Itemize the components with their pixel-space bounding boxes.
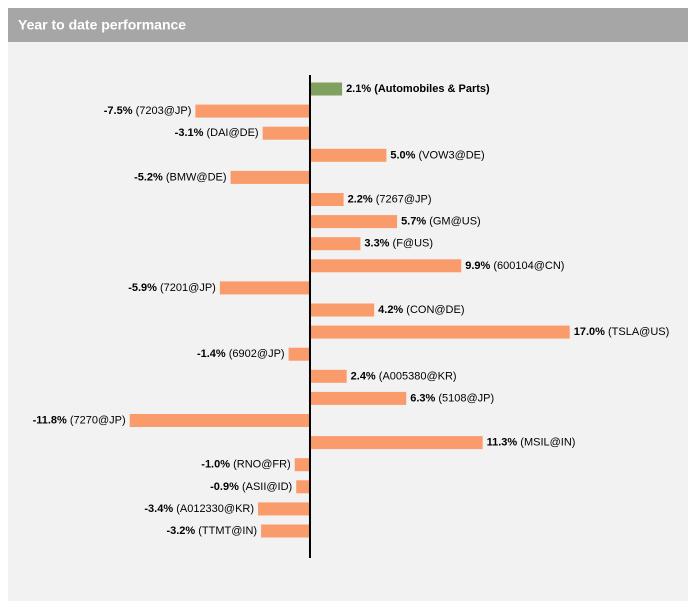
category-label: (DAI@DE) <box>206 127 258 139</box>
bar <box>309 303 375 317</box>
bar <box>296 480 310 494</box>
data-label: 3.3% (F@US) <box>364 238 433 250</box>
bar <box>309 215 398 229</box>
bar <box>309 391 407 405</box>
bar <box>309 259 462 273</box>
data-label: -5.9% (7201@JP) <box>128 282 216 294</box>
bar <box>294 458 310 472</box>
category-label: (6902@JP) <box>229 348 285 360</box>
value-label: -1.4% <box>197 348 226 360</box>
category-label: (TTMT@IN) <box>198 525 257 537</box>
value-label: 5.0% <box>390 149 415 161</box>
category-label: (VOW3@DE) <box>419 149 485 161</box>
category-label: (TSLA@US) <box>608 326 669 338</box>
value-label: 5.7% <box>401 216 426 228</box>
bar <box>230 170 310 184</box>
bar <box>309 82 343 96</box>
data-label: 5.7% (GM@US) <box>401 216 481 228</box>
data-label: 2.4% (A005380@KR) <box>351 370 457 382</box>
category-label: (7201@JP) <box>160 282 216 294</box>
value-label: -3.2% <box>166 525 195 537</box>
data-label: -0.9% (ASII@ID) <box>210 481 292 493</box>
data-label: -1.4% (6902@JP) <box>197 348 285 360</box>
value-label: 2.2% <box>348 193 373 205</box>
value-label: 17.0% <box>574 326 605 338</box>
bar <box>262 126 310 140</box>
category-label: (Automobiles & Parts) <box>374 83 490 95</box>
category-label: (MSIL@IN) <box>520 437 575 449</box>
category-label: (GM@US) <box>429 216 481 228</box>
bar <box>309 436 483 450</box>
bar <box>129 414 310 427</box>
category-label: (A005380@KR) <box>379 370 457 382</box>
category-label: (5108@JP) <box>438 392 494 404</box>
category-label: (7267@JP) <box>376 193 432 205</box>
value-label: -7.5% <box>104 105 133 117</box>
bar <box>309 237 361 251</box>
bar <box>258 502 310 516</box>
value-label: 9.9% <box>465 260 490 272</box>
value-label: -1.0% <box>201 459 230 471</box>
data-label: 11.3% (MSIL@IN) <box>487 437 576 449</box>
value-label: 2.4% <box>351 370 376 382</box>
header <box>8 8 688 42</box>
bar <box>261 524 310 538</box>
data-label: -3.1% (DAI@DE) <box>175 127 259 139</box>
value-label: -5.9% <box>128 282 157 294</box>
category-label: (600104@CN) <box>493 260 564 272</box>
category-label: (A012330@KR) <box>176 503 254 515</box>
chart-title: Year to date performance <box>18 17 186 33</box>
data-label: 2.1% (Automobiles & Parts) <box>346 83 490 95</box>
value-label: -11.8% <box>33 414 67 426</box>
category-label: (F@US) <box>393 238 434 250</box>
data-label: 6.3% (5108@JP) <box>410 392 494 404</box>
data-label: -5.2% (BMW@DE) <box>134 171 226 183</box>
bar <box>219 281 310 295</box>
value-label: -3.4% <box>144 503 173 515</box>
data-label: -11.8% (7270@JP) <box>33 414 126 426</box>
value-label: 6.3% <box>410 392 435 404</box>
data-label: -3.2% (TTMT@IN) <box>166 525 257 537</box>
value-label: -5.2% <box>134 171 163 183</box>
data-label: -1.0% (RNO@FR) <box>201 459 290 471</box>
data-label: 4.2% (CON@DE) <box>378 304 464 316</box>
data-label: 2.2% (7267@JP) <box>348 193 432 205</box>
category-label: (7270@JP) <box>70 414 126 426</box>
data-label: 17.0% (TSLA@US) <box>574 326 670 338</box>
bar <box>309 325 570 339</box>
bar <box>195 104 310 118</box>
category-label: (7203@JP) <box>136 105 192 117</box>
category-label: (RNO@FR) <box>233 459 291 471</box>
value-label: -3.1% <box>175 127 204 139</box>
bar <box>309 369 347 383</box>
category-label: (BMW@DE) <box>166 171 227 183</box>
bar <box>309 148 387 162</box>
value-label: -0.9% <box>210 481 239 493</box>
data-label: 5.0% (VOW3@DE) <box>390 149 484 161</box>
value-label: 11.3% <box>487 437 518 449</box>
category-label: (ASII@ID) <box>242 481 292 493</box>
category-label: (CON@DE) <box>406 304 464 316</box>
data-label: -3.4% (A012330@KR) <box>144 503 254 515</box>
bar <box>288 347 310 361</box>
data-label: 9.9% (600104@CN) <box>465 260 564 272</box>
data-label: -7.5% (7203@JP) <box>104 105 192 117</box>
value-label: 4.2% <box>378 304 403 316</box>
bar <box>309 193 344 206</box>
value-label: 3.3% <box>364 238 389 250</box>
value-label: 2.1% <box>346 83 371 95</box>
